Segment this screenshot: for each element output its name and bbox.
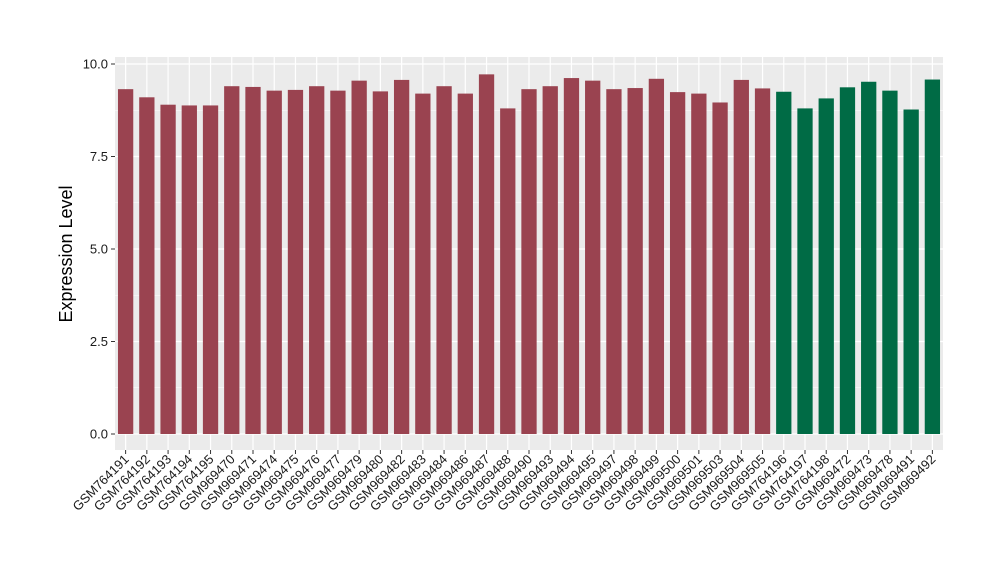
- bar-GSM764192: [139, 97, 155, 435]
- bar-GSM969482: [393, 79, 410, 434]
- bar-GSM969491: [903, 109, 919, 434]
- bar-GSM969495: [585, 80, 601, 435]
- bar-GSM969487: [478, 74, 495, 435]
- bar-GSM764193: [160, 104, 176, 434]
- bar-GSM764194: [181, 105, 197, 434]
- bar-GSM764198: [818, 98, 834, 434]
- bar-GSM969505: [754, 88, 771, 435]
- bar-GSM969479: [351, 80, 367, 435]
- y-tick-label: 7.5: [90, 149, 108, 164]
- bar-GSM969494: [563, 78, 580, 434]
- bar-GSM969471: [245, 86, 261, 434]
- bar-GSM969499: [648, 78, 665, 435]
- bar-GSM969500: [669, 92, 686, 435]
- bar-GSM969503: [712, 102, 728, 434]
- bar-GSM969473: [861, 81, 877, 434]
- y-tick-label: 10.0: [83, 57, 108, 72]
- bar-GSM969501: [691, 93, 707, 434]
- bar-GSM764196: [776, 91, 792, 434]
- bar-GSM969472: [839, 87, 856, 434]
- bar-GSM969498: [627, 88, 643, 435]
- bar-GSM969476: [309, 86, 325, 434]
- bar-GSM969474: [266, 90, 282, 434]
- bar-GSM764195: [202, 105, 219, 434]
- y-axis-title: Expression Level: [56, 185, 76, 322]
- x-axis: GSM764191GSM764192GSM764193GSM764194GSM7…: [70, 450, 939, 514]
- bar-GSM969497: [606, 89, 622, 434]
- bar-GSM969470: [224, 86, 240, 434]
- bar-GSM969484: [436, 86, 452, 434]
- bar-GSM969504: [733, 79, 749, 434]
- bar-GSM969486: [457, 93, 473, 434]
- y-axis: 0.0 2.5 5.0 7.5 10.0: [83, 57, 115, 442]
- y-tick-label: 5.0: [90, 242, 108, 257]
- bar-GSM969492: [924, 79, 941, 434]
- bar-GSM764197: [797, 108, 813, 435]
- bars: [117, 74, 941, 435]
- bar-GSM969493: [542, 86, 558, 434]
- bar-GSM969488: [500, 108, 516, 435]
- bar-GSM969475: [287, 89, 304, 435]
- bar-GSM969477: [330, 90, 346, 434]
- bar-GSM969478: [882, 90, 898, 434]
- bar-GSM969490: [521, 89, 537, 434]
- y-tick-label: 0.0: [90, 427, 108, 442]
- bar-GSM969480: [372, 91, 389, 434]
- bar-GSM764191: [117, 89, 134, 434]
- bar-GSM969483: [415, 93, 431, 434]
- y-tick-label: 2.5: [90, 334, 108, 349]
